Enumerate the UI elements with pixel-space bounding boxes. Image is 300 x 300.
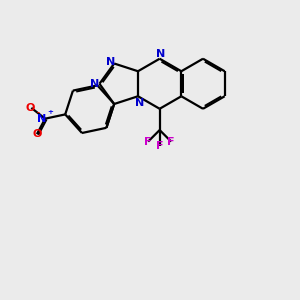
Text: F: F <box>167 136 175 147</box>
Text: O: O <box>25 103 34 113</box>
Text: N: N <box>135 98 144 108</box>
Text: N: N <box>106 57 115 67</box>
Text: O: O <box>32 129 42 139</box>
Text: F: F <box>156 141 164 151</box>
Text: F: F <box>144 136 152 147</box>
Text: -: - <box>36 110 39 116</box>
Text: N: N <box>37 114 46 124</box>
Text: +: + <box>47 109 53 115</box>
Text: N: N <box>157 49 166 59</box>
Text: N: N <box>90 79 100 89</box>
